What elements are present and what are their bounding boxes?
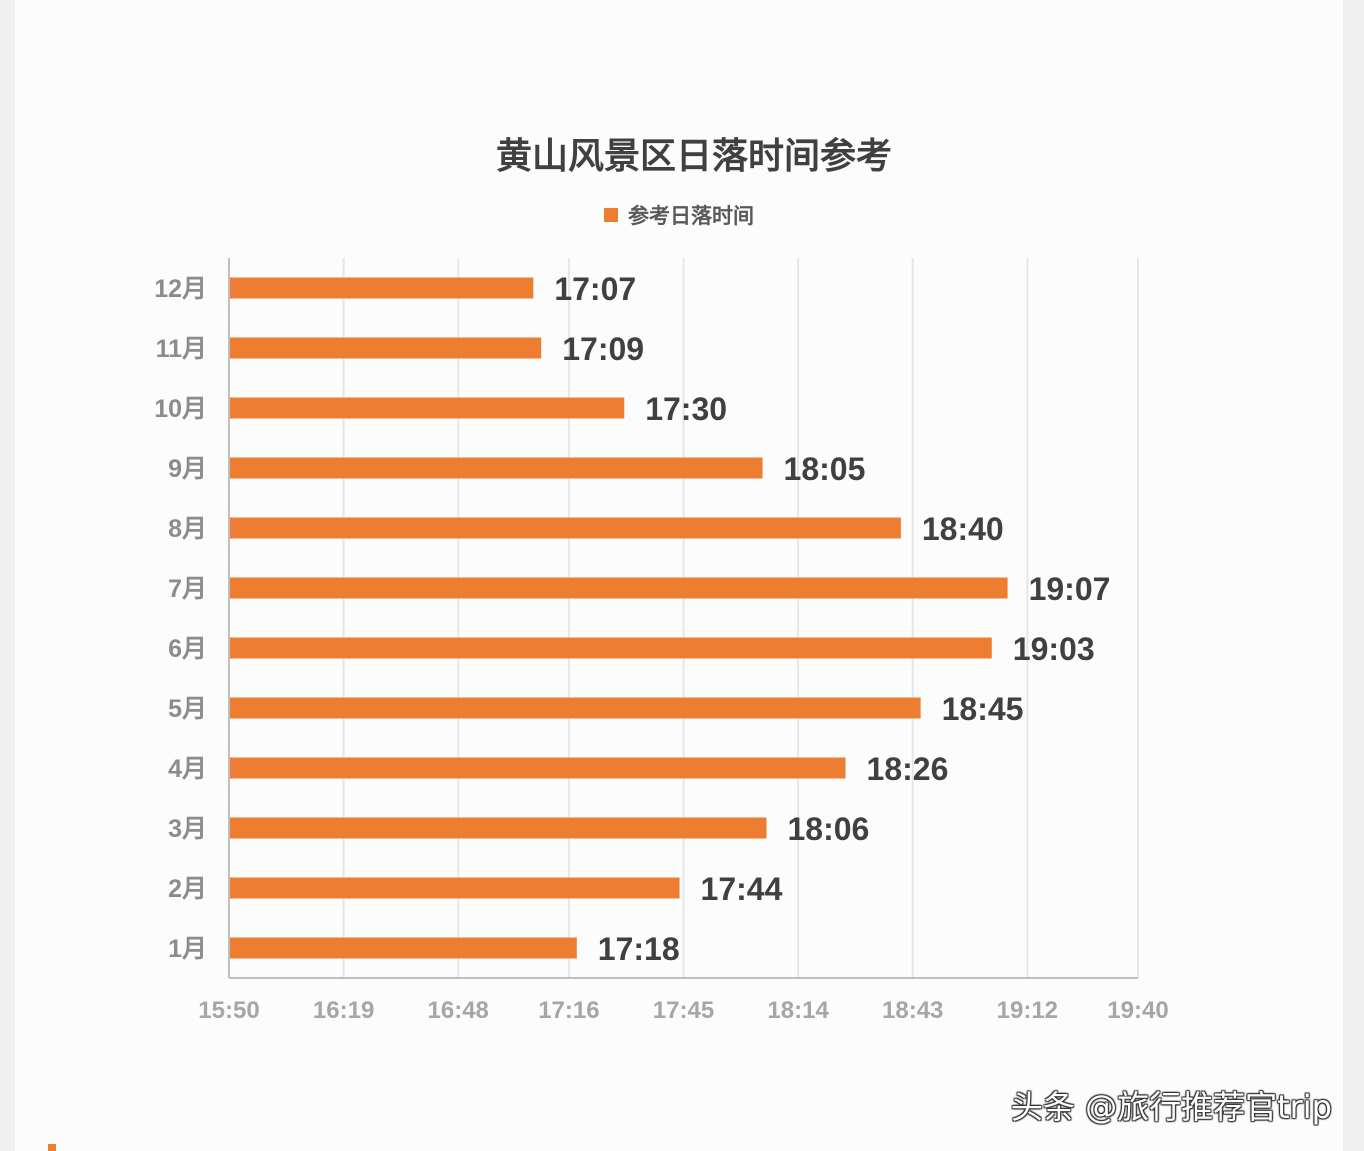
bar: [230, 577, 1008, 599]
x-tick-label: 19:12: [997, 997, 1058, 1024]
legend-swatch: [604, 208, 618, 222]
x-tick-label: 17:16: [538, 997, 599, 1024]
data-label: 17:09: [562, 331, 644, 367]
category-label: 11月: [156, 335, 207, 363]
category-label: 3月: [168, 815, 207, 843]
category-label: 8月: [168, 515, 207, 543]
data-label: 17:44: [701, 871, 783, 907]
x-tick-label: 18:14: [767, 997, 829, 1024]
chart-title: 黄山风景区日落时间参考: [496, 136, 892, 177]
x-tick-label: 17:45: [653, 997, 714, 1024]
data-label: 19:07: [1029, 571, 1111, 607]
legend-label: 参考日落时间: [628, 204, 754, 228]
category-label: 6月: [168, 635, 207, 663]
x-tick-label: 19:40: [1107, 997, 1168, 1024]
x-tick-label: 15:50: [198, 997, 259, 1024]
category-label: 12月: [154, 275, 207, 303]
data-label: 18:05: [784, 451, 866, 487]
accent-mark: [48, 1144, 56, 1151]
bar: [230, 877, 680, 899]
bar: [230, 817, 767, 839]
bar: [230, 397, 625, 419]
data-label: 18:06: [787, 811, 869, 847]
x-tick-label: 18:43: [882, 997, 943, 1024]
data-label: 18:40: [922, 511, 1004, 547]
axes: [228, 258, 1138, 979]
chart-page: [15, 0, 1343, 1151]
data-label: 17:07: [554, 271, 636, 307]
data-label: 18:26: [867, 751, 949, 787]
data-label: 17:18: [598, 931, 680, 967]
data-label: 19:03: [1013, 631, 1095, 667]
legend: 参考日落时间: [604, 204, 754, 228]
bar: [230, 517, 901, 539]
category-label: 2月: [168, 875, 207, 903]
category-label: 5月: [168, 695, 207, 723]
category-label: 10月: [154, 395, 207, 423]
bar: [230, 277, 534, 299]
watermark-text: 头条 @旅行推荐官trip: [1010, 1088, 1332, 1126]
grid-lines: [342, 258, 1139, 978]
category-label: 4月: [168, 755, 207, 783]
x-tick-label: 16:48: [428, 997, 489, 1024]
category-labels: 1月 2月 3月 4月 5月 6月 7月 8月 9月 10月 11月 12月: [154, 275, 207, 963]
bar: [230, 457, 763, 479]
bar: [230, 757, 846, 779]
bar: [230, 697, 921, 719]
x-tick-label: 16:19: [313, 997, 374, 1024]
category-label: 9月: [168, 455, 207, 483]
x-tick-labels: 15:50 16:19 16:48 17:16 17:45 18:14 18:43 19:12…: [198, 997, 1168, 1024]
category-label: 7月: [168, 575, 207, 603]
data-label: 17:30: [645, 391, 727, 427]
category-label: 1月: [168, 935, 207, 963]
bars: [230, 277, 1008, 959]
data-label: 18:45: [942, 691, 1024, 727]
bar: [230, 937, 577, 959]
bar: [230, 637, 992, 659]
bar: [230, 337, 542, 359]
